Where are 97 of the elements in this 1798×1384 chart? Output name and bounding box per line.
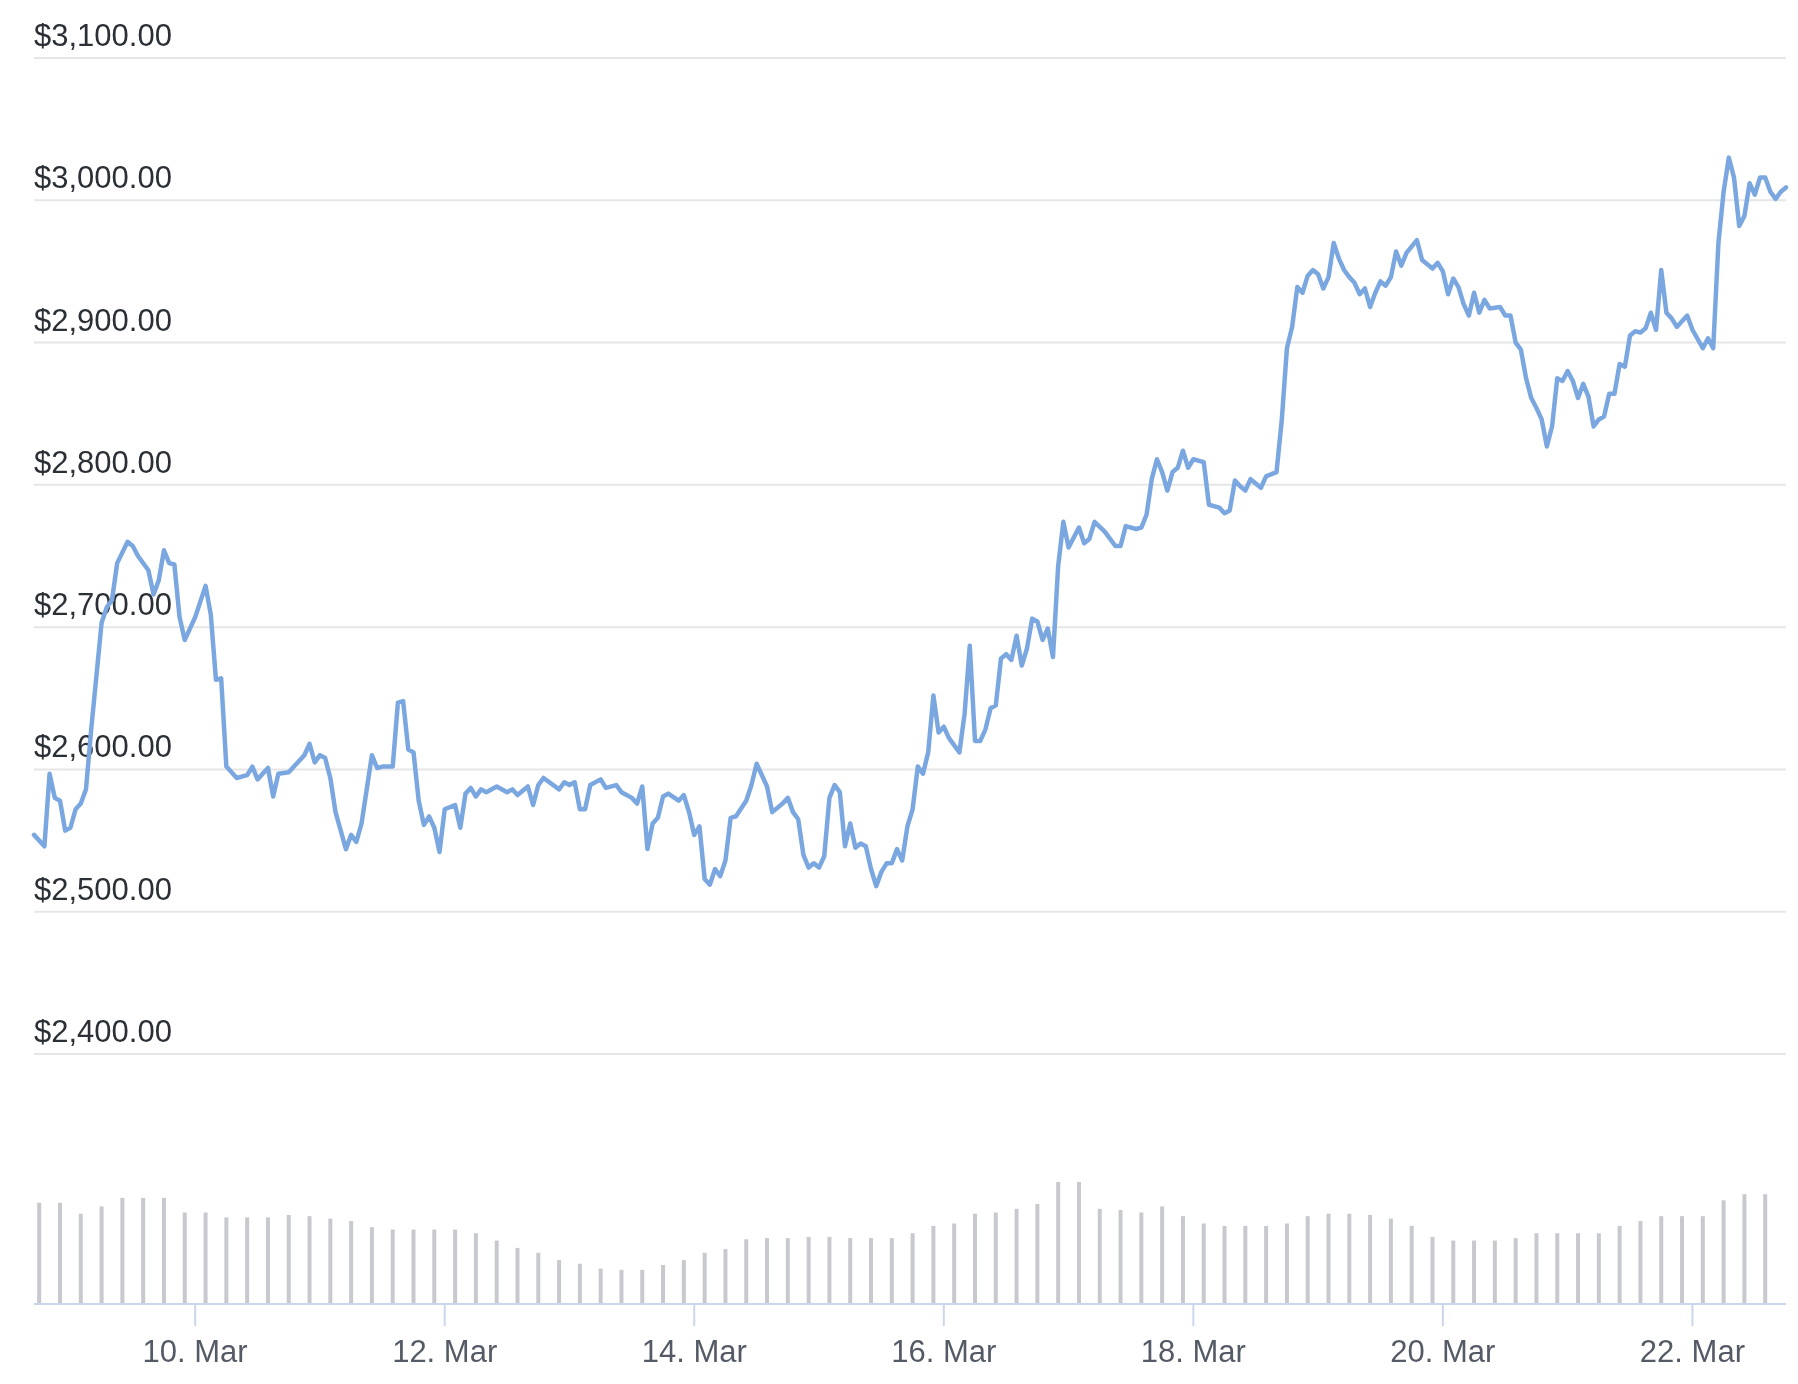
bar bbox=[1014, 1208, 1019, 1304]
bar bbox=[161, 1197, 166, 1304]
y-tick-label: $3,000.00 bbox=[34, 160, 172, 196]
x-tick-label: 14. Mar bbox=[641, 1334, 747, 1369]
bar bbox=[1264, 1225, 1269, 1304]
bar bbox=[806, 1236, 811, 1304]
bar bbox=[993, 1212, 998, 1304]
y-tick-label: $2,500.00 bbox=[34, 871, 172, 907]
bar bbox=[1576, 1233, 1581, 1304]
bar bbox=[453, 1229, 458, 1304]
bar bbox=[182, 1212, 187, 1304]
bar bbox=[827, 1236, 832, 1304]
x-tick-label: 20. Mar bbox=[1390, 1334, 1496, 1369]
bar bbox=[744, 1239, 749, 1304]
bar bbox=[640, 1269, 645, 1304]
bar bbox=[224, 1217, 229, 1304]
x-tick-label: 12. Mar bbox=[392, 1334, 498, 1369]
bar bbox=[1180, 1216, 1185, 1304]
bar bbox=[1596, 1233, 1601, 1304]
x-tick-label: 22. Mar bbox=[1639, 1334, 1745, 1369]
bar bbox=[889, 1238, 894, 1304]
bar bbox=[411, 1229, 416, 1304]
bar bbox=[1284, 1223, 1289, 1304]
y-tick-label: $3,100.00 bbox=[34, 18, 172, 53]
bar bbox=[1243, 1225, 1248, 1304]
bar bbox=[1763, 1194, 1768, 1304]
bar bbox=[78, 1213, 83, 1304]
bar bbox=[1492, 1240, 1497, 1304]
bar bbox=[1222, 1225, 1227, 1304]
bar bbox=[1368, 1214, 1373, 1304]
bar bbox=[702, 1252, 707, 1304]
bar bbox=[1160, 1206, 1165, 1304]
bar bbox=[972, 1213, 977, 1304]
bar bbox=[1056, 1182, 1061, 1304]
bar bbox=[1076, 1182, 1081, 1304]
bar bbox=[1201, 1223, 1206, 1304]
bar bbox=[1638, 1221, 1643, 1304]
y-tick-label: $2,800.00 bbox=[34, 444, 172, 480]
bar bbox=[536, 1252, 541, 1304]
bar bbox=[661, 1264, 666, 1304]
bar bbox=[1409, 1225, 1414, 1304]
bar bbox=[307, 1216, 312, 1304]
bar bbox=[765, 1238, 770, 1304]
bar bbox=[1617, 1225, 1622, 1304]
bar bbox=[1388, 1218, 1393, 1304]
bar bbox=[1139, 1212, 1144, 1304]
bar bbox=[57, 1202, 62, 1304]
bar bbox=[120, 1197, 125, 1304]
bar bbox=[99, 1206, 104, 1304]
bar bbox=[619, 1269, 624, 1304]
bar bbox=[1680, 1216, 1685, 1304]
bar bbox=[390, 1229, 395, 1304]
bar bbox=[598, 1268, 603, 1304]
x-tick-label: 18. Mar bbox=[1140, 1334, 1246, 1369]
bar bbox=[494, 1240, 499, 1304]
bar bbox=[952, 1223, 957, 1304]
bar bbox=[1326, 1213, 1331, 1304]
bar bbox=[432, 1229, 437, 1304]
bar bbox=[785, 1238, 790, 1304]
bar bbox=[37, 1202, 42, 1304]
bar bbox=[515, 1247, 520, 1304]
bar bbox=[1700, 1216, 1705, 1304]
bar bbox=[1721, 1200, 1726, 1304]
bar bbox=[681, 1260, 686, 1304]
x-tick-label: 10. Mar bbox=[142, 1334, 248, 1369]
bar bbox=[869, 1238, 874, 1304]
bar bbox=[1555, 1233, 1560, 1304]
bar bbox=[1305, 1216, 1310, 1304]
bar bbox=[1118, 1210, 1123, 1304]
y-tick-label: $2,400.00 bbox=[34, 1014, 172, 1049]
bar bbox=[848, 1238, 853, 1304]
bar bbox=[349, 1221, 354, 1304]
bar bbox=[1035, 1203, 1040, 1304]
bar bbox=[203, 1212, 208, 1304]
bar bbox=[557, 1260, 562, 1304]
bar bbox=[910, 1233, 915, 1304]
bar bbox=[1097, 1208, 1102, 1304]
bar bbox=[1347, 1213, 1352, 1304]
bar bbox=[723, 1249, 728, 1304]
bar bbox=[286, 1214, 291, 1304]
bar bbox=[577, 1263, 582, 1304]
bar bbox=[369, 1227, 374, 1304]
bar bbox=[1472, 1240, 1477, 1304]
y-tick-label: $2,900.00 bbox=[34, 302, 172, 338]
bar bbox=[473, 1233, 478, 1304]
bar bbox=[1513, 1238, 1518, 1304]
bar bbox=[1742, 1194, 1747, 1304]
bar bbox=[1451, 1240, 1456, 1304]
bar bbox=[265, 1217, 270, 1304]
bar bbox=[931, 1225, 936, 1304]
bar bbox=[328, 1218, 333, 1304]
bar bbox=[141, 1197, 146, 1304]
bar bbox=[1534, 1233, 1539, 1304]
bar bbox=[245, 1217, 250, 1304]
bar bbox=[1659, 1216, 1664, 1304]
x-tick-label: 16. Mar bbox=[891, 1334, 997, 1369]
bar bbox=[1430, 1236, 1435, 1304]
